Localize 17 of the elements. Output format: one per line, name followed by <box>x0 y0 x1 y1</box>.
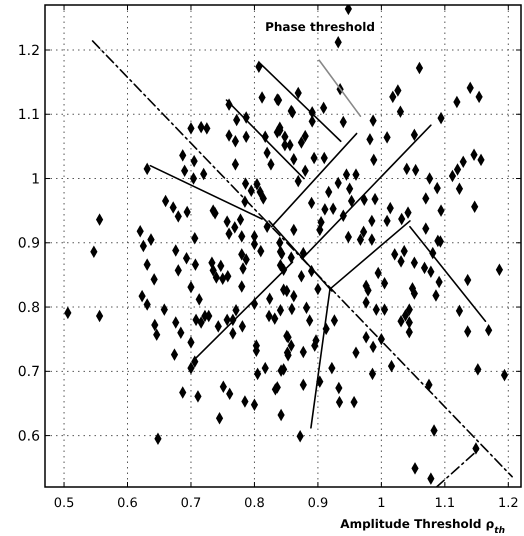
annotation: Phase threshold <box>265 20 375 34</box>
y-tick-label: 0.9 <box>18 236 40 252</box>
y-tick-label: 1.2 <box>18 42 40 59</box>
y-tick-label: 0.7 <box>18 364 40 380</box>
x-tick-label: 0.7 <box>180 496 202 511</box>
x-tick-label: 1.1 <box>434 496 456 511</box>
x-tick-label: 0.8 <box>244 496 265 511</box>
x-tick-label: 1.2 <box>498 496 519 511</box>
x-tick-label: 0.5 <box>54 496 74 511</box>
x-tick-label: 1 <box>377 496 386 511</box>
y-tick-label: 1.1 <box>18 107 40 124</box>
x-tick-label: 0.6 <box>117 496 138 511</box>
y-tick-label: 1 <box>31 171 40 188</box>
x-tick-label: 0.9 <box>308 496 328 511</box>
y-tick-label: 0.8 <box>18 300 40 316</box>
y-tick-label: 0.6 <box>18 428 40 444</box>
x-axis-title: Amplitude Threshold ρ$_{th}$ <box>340 517 505 536</box>
